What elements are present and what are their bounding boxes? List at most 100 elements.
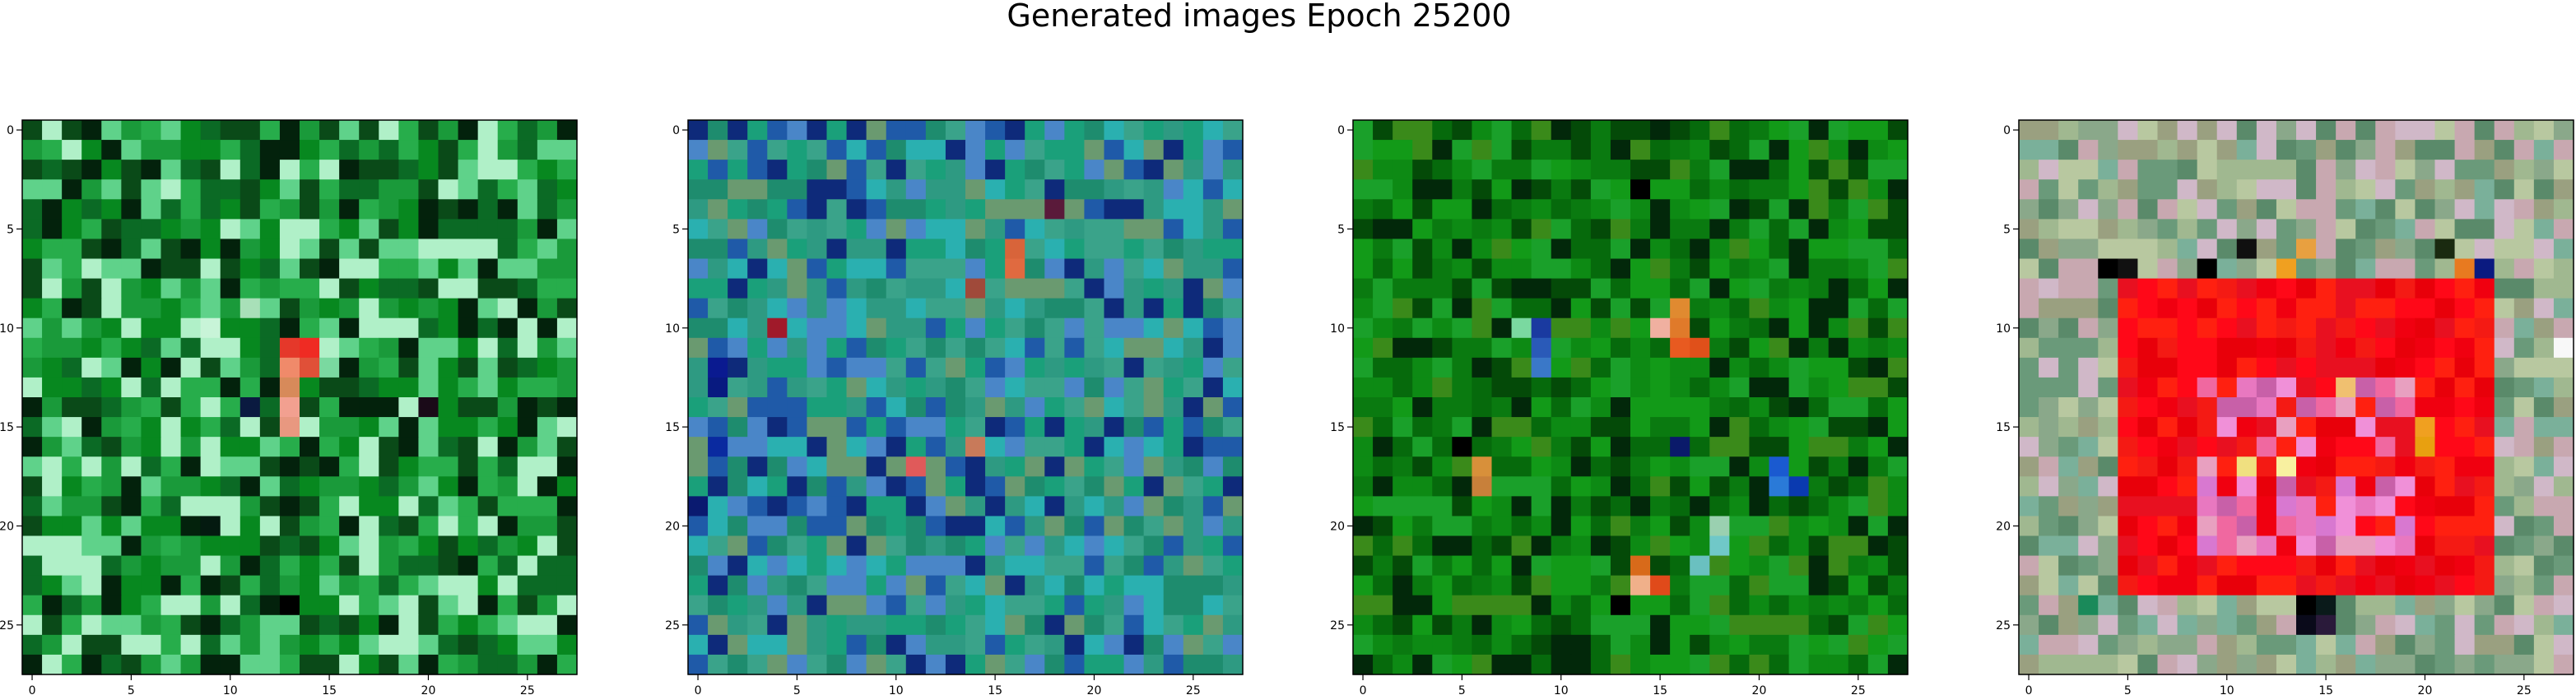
image-pixel: [2098, 437, 2118, 457]
image-pixel: [1412, 516, 1433, 537]
image-pixel: [1005, 179, 1025, 200]
image-pixel: [1432, 476, 1453, 497]
image-pixel: [767, 239, 788, 260]
image-pixel: [728, 199, 748, 220]
image-pixel: [458, 535, 479, 557]
image-pixel: [2058, 219, 2079, 240]
image-pixel: [2434, 397, 2456, 418]
image-pixel: [2296, 555, 2317, 577]
image-pixel: [1808, 595, 1830, 616]
image-pixel: [1084, 357, 1105, 378]
image-pixel: [2316, 219, 2337, 240]
image-pixel: [2256, 160, 2277, 180]
image-pixel: [62, 317, 82, 339]
image-pixel: [42, 634, 63, 656]
image-pixel: [767, 595, 788, 616]
image-pixel: [438, 535, 459, 557]
image-pixel: [1590, 337, 1611, 359]
image-pixel: [1044, 298, 1065, 319]
image-pixel: [160, 456, 182, 477]
image-pixel: [2137, 298, 2159, 319]
image-pixel: [359, 417, 379, 438]
image-pixel: [2019, 298, 2039, 319]
image-pixel: [787, 595, 808, 616]
image-pixel: [2236, 377, 2257, 398]
image-pixel: [2553, 377, 2574, 398]
image-pixel: [2336, 456, 2356, 477]
image-pixel: [537, 397, 558, 418]
image-pixel: [1630, 535, 1651, 557]
image-pixel: [1610, 120, 1631, 141]
image-pixel: [1551, 575, 1572, 596]
image-pixel: [517, 397, 538, 418]
image-pixel: [1472, 417, 1493, 438]
image-pixel: [1183, 496, 1204, 517]
image-pixel: [1491, 476, 1513, 497]
image-pixel: [2336, 120, 2356, 141]
image-pixel: [1104, 456, 1125, 477]
image-pixel: [2058, 140, 2079, 160]
image-pixel: [1452, 535, 1473, 557]
image-pixel: [517, 298, 538, 319]
image-pixel: [1202, 456, 1224, 477]
image-pixel: [1570, 634, 1592, 656]
image-pixel: [22, 496, 43, 517]
image-pixel: [239, 258, 261, 280]
image-pixel: [2256, 476, 2277, 497]
image-pixel: [1353, 357, 1374, 378]
image-pixel: [2197, 575, 2218, 596]
image-pixel: [42, 357, 63, 378]
image-pixel: [1202, 634, 1224, 656]
image-pixel: [2395, 595, 2416, 616]
image-pixel: [2216, 337, 2238, 359]
image-pixel: [537, 199, 558, 220]
image-pixel: [259, 456, 281, 477]
image-pixel: [965, 160, 986, 180]
image-pixel: [1729, 278, 1751, 299]
image-pixel: [121, 337, 142, 359]
image-pixel: [458, 337, 479, 359]
image-pixel: [141, 179, 162, 200]
image-pixel: [1729, 535, 1751, 557]
image-pixel: [985, 516, 1006, 537]
image-pixel: [2375, 476, 2396, 497]
image-pixel: [1472, 575, 1493, 596]
image-pixel: [2454, 516, 2476, 537]
image-pixel: [121, 437, 142, 457]
image-pixel: [259, 417, 281, 438]
image-pixel: [319, 219, 340, 240]
image-pixel: [1104, 595, 1125, 616]
image-pixel: [379, 278, 399, 299]
image-pixel: [1848, 614, 1869, 636]
image-pixel: [1353, 160, 1374, 180]
image-pixel: [2494, 278, 2515, 299]
image-pixel: [728, 437, 748, 457]
image-pixel: [259, 179, 281, 200]
image-pixel: [1084, 140, 1105, 160]
image-pixel: [141, 219, 162, 240]
image-pixel: [2316, 337, 2337, 359]
image-pixel: [1610, 317, 1631, 339]
image-pixel: [787, 278, 808, 299]
image-pixel: [517, 120, 538, 141]
image-pixel: [2256, 516, 2277, 537]
image-pixel: [846, 120, 867, 141]
image-pixel: [101, 239, 122, 260]
image-pixel: [1143, 516, 1165, 537]
image-pixel: [2316, 120, 2337, 141]
image-pixel: [2216, 239, 2238, 260]
image-pixel: [1222, 417, 1244, 438]
image-pixel: [517, 417, 538, 438]
image-pixel: [121, 298, 142, 319]
image-pixel: [279, 575, 300, 596]
image-pixel: [62, 219, 82, 240]
image-pixel: [1749, 357, 1770, 378]
image-pixel: [438, 298, 459, 319]
image-pixel: [1222, 337, 1244, 359]
image-pixel: [2494, 219, 2515, 240]
image-pixel: [259, 496, 281, 517]
image-pixel: [379, 634, 399, 656]
image-pixel: [458, 160, 479, 180]
image-pixel: [220, 654, 241, 675]
image-pixel: [62, 456, 82, 477]
